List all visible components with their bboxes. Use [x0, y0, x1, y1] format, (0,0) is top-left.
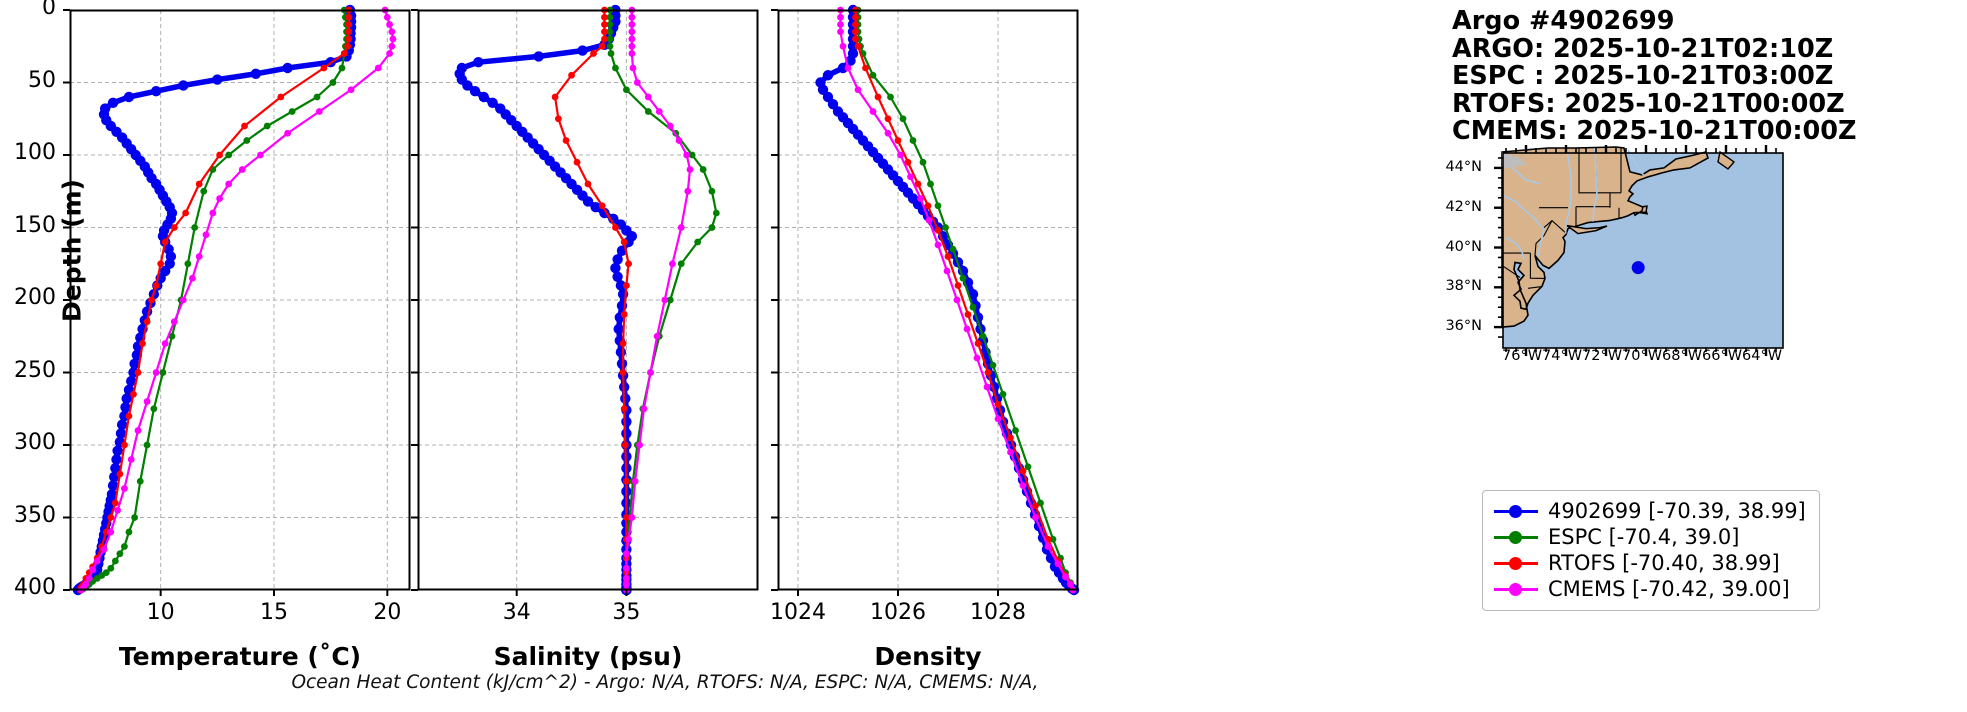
ytick-label: 350 — [14, 502, 56, 528]
ytick-label: 50 — [28, 67, 56, 93]
map-lon-label: 68°W — [1662, 348, 1703, 364]
axes-frame — [777, 9, 1079, 591]
legend-swatch-argo — [1494, 503, 1538, 519]
ytick-label: 250 — [14, 357, 56, 383]
legend-label: ESPC [-70.4, 39.0] — [1548, 525, 1740, 549]
nova-scotia — [1717, 150, 1736, 170]
header-line-rtofs-time: RTOFS: 2025-10-21T00:00Z — [1452, 88, 1845, 119]
xtick-label: 1026 — [870, 600, 926, 625]
xtick-label: 34 — [502, 600, 531, 625]
legend-item-rtofs[interactable]: RTOFS [-70.40, 38.99] — [1494, 550, 1806, 576]
float-location-marker — [1631, 261, 1645, 275]
series-rtofs — [852, 6, 1077, 594]
legend-swatch-espc — [1494, 529, 1538, 545]
header-line-float-id: Argo #4902699 — [1452, 6, 1675, 36]
ytick-label: 150 — [14, 212, 56, 238]
density-axis-label: Density — [874, 642, 982, 671]
map-lon-label: 64°W — [1742, 348, 1783, 364]
map-lat-label: 40°N — [1445, 238, 1482, 255]
location-map: 44°N 42°N 40°N 38°N 36°N 76°W 74°W 72°W 70°W 68°W… — [1445, 145, 1790, 398]
header-line-cmems-time: CMEMS: 2025-10-21T00:00Z — [1452, 116, 1857, 146]
legend-label: CMEMS [-70.42, 39.00] — [1548, 577, 1790, 601]
series-espc — [854, 6, 1077, 594]
river — [1507, 163, 1541, 185]
ytick-label: 100 — [14, 140, 56, 165]
river — [1503, 195, 1545, 257]
density-plot — [771, 4, 1080, 596]
xtick-label: 10 — [146, 600, 175, 625]
argo-header: Argo #4902699 ARGO: 2025-10-21T02:10Z ES… — [1452, 6, 1857, 146]
temperature-panel: 10 15 20 0 50 100 150 200 250 300 350 400 — [14, 0, 411, 625]
legend-label: 4902699 [-70.39, 38.99] — [1548, 499, 1806, 523]
legend-item-argo[interactable]: 4902699 [-70.39, 38.99] — [1494, 498, 1806, 524]
lake — [1502, 152, 1526, 169]
map-svg — [1494, 145, 1784, 356]
salinity-panel: 34 35 — [411, 4, 759, 625]
map-lon-label: 74°W — [1542, 348, 1583, 364]
density-panel: 1024 1026 1028 — [770, 4, 1080, 625]
state-border — [1578, 148, 1621, 194]
series-cmems — [77, 6, 397, 594]
state-border — [1534, 220, 1553, 256]
ytick-label: 300 — [14, 430, 56, 455]
series-legend: 4902699 [-70.39, 38.99] ESPC [-70.4, 39.0… — [1482, 490, 1820, 611]
river — [1564, 149, 1572, 234]
xtick-label: 35 — [612, 600, 641, 625]
ytick-label: 400 — [14, 575, 56, 600]
legend-item-espc[interactable]: ESPC [-70.4, 39.0] — [1494, 524, 1806, 550]
long-island — [1566, 224, 1608, 235]
map-frame — [1502, 152, 1784, 349]
ocean-heat-content-note: Ocean Heat Content (kJ/cm^2) - Argo: N/A… — [291, 672, 1039, 693]
state-border — [1501, 264, 1521, 278]
xtick-label: 1028 — [970, 600, 1026, 625]
map-lat-label: 42°N — [1445, 198, 1482, 215]
profile-panels: Depth (m) 10 15 20 0 50 100 150 200 250 300 350 400… — [14, 0, 1080, 693]
ytick-label: 200 — [14, 285, 56, 310]
axes-frame — [417, 9, 759, 591]
header-line-argo-time: ARGO: 2025-10-21T02:10Z — [1452, 33, 1834, 64]
map-lat-label: 44°N — [1445, 158, 1482, 175]
map-lon-label: 70°W — [1622, 348, 1663, 364]
series-cmems — [622, 6, 694, 594]
info-column: Argo #4902699 ARGO: 2025-10-21T02:10Z ES… — [1440, 0, 1960, 712]
temperature-axis-label: Temperature (˚C) — [118, 642, 362, 671]
map-lat-label: 38°N — [1445, 278, 1482, 295]
legend-label: RTOFS [-70.40, 38.99] — [1548, 551, 1780, 575]
salinity-axis-label: Salinity (psu) — [493, 642, 683, 671]
map-lat-label: 36°N — [1445, 318, 1482, 335]
map-lon-label: 76°W — [1502, 348, 1543, 364]
map-lon-label: 72°W — [1582, 348, 1623, 364]
state-border — [1529, 253, 1546, 279]
land-mass — [1501, 146, 1709, 328]
state-border — [1527, 286, 1542, 289]
legend-swatch-rtofs — [1494, 555, 1538, 571]
salinity-plot — [411, 4, 759, 596]
map-lon-label: 66°W — [1702, 348, 1743, 364]
header-line-espc-time: ESPC : 2025-10-21T03:00Z — [1452, 61, 1834, 91]
xtick-label: 15 — [260, 600, 288, 625]
river — [1505, 236, 1525, 260]
series-rtofs — [76, 6, 353, 594]
river — [1592, 147, 1598, 222]
river — [1627, 149, 1645, 177]
temperature-plot — [63, 4, 411, 596]
legend-swatch-cmems — [1494, 581, 1538, 597]
ytick-label: 0 — [42, 0, 56, 20]
xtick-label: 1024 — [770, 600, 826, 625]
axes-frame — [69, 9, 411, 591]
cape-cod — [1632, 205, 1648, 217]
legend-item-cmems[interactable]: CMEMS [-70.42, 39.00] — [1494, 576, 1806, 602]
xtick-label: 20 — [373, 600, 402, 625]
